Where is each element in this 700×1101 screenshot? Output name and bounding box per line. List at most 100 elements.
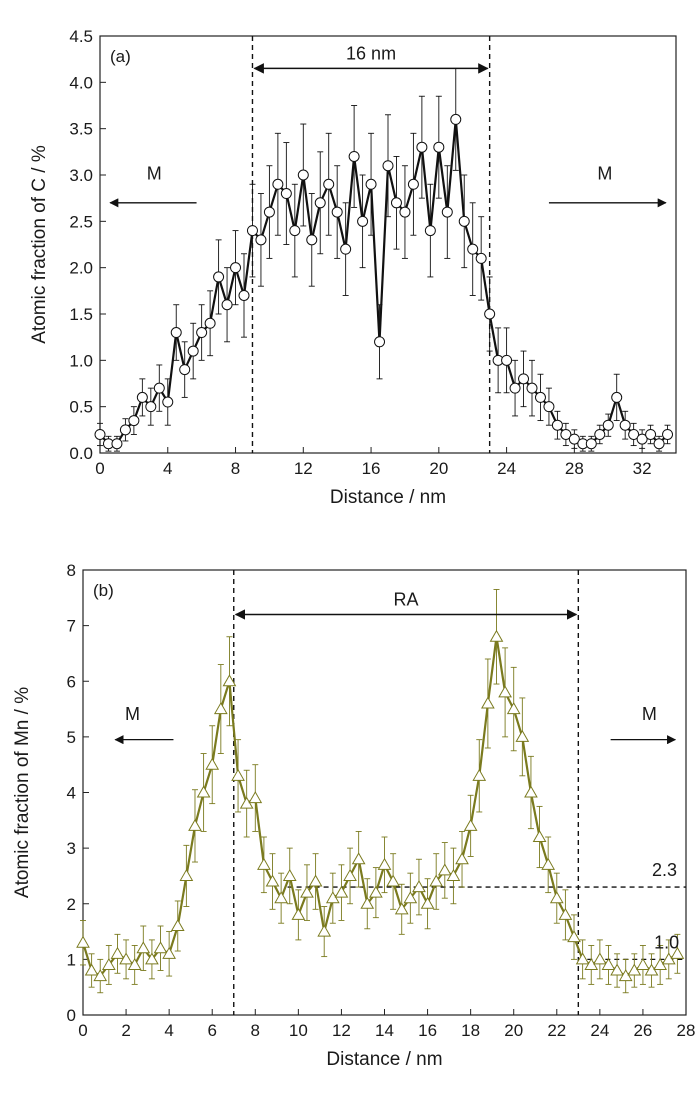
data-point — [162, 946, 177, 959]
plot-frame — [82, 569, 687, 1016]
data-point — [446, 868, 461, 881]
x-tick-label: 32 — [633, 459, 652, 478]
data-point — [334, 885, 349, 898]
data-point — [221, 299, 233, 311]
data-point — [357, 215, 369, 227]
data-point — [433, 141, 445, 153]
plot-frame — [99, 35, 677, 454]
x-tick-label: 4 — [163, 459, 172, 478]
data-point — [374, 336, 386, 348]
data-point — [340, 243, 352, 255]
data-point — [204, 317, 216, 329]
data-point — [645, 428, 657, 440]
data-point — [567, 930, 581, 943]
x-tick-label: 10 — [289, 1021, 308, 1040]
data-point — [101, 957, 116, 970]
data-point — [274, 891, 288, 904]
data-point — [317, 924, 332, 937]
data-point — [213, 271, 225, 283]
data-point — [534, 391, 546, 403]
data-point — [360, 896, 375, 909]
x-tick-label: 22 — [547, 1021, 566, 1040]
y-tick-label: 3.0 — [69, 166, 93, 185]
y-tick-label: 4 — [67, 784, 76, 803]
data-point — [153, 941, 168, 954]
x-tick-label: 20 — [429, 459, 448, 478]
reference-label: 1.0 — [654, 932, 679, 952]
data-point — [263, 206, 275, 218]
series-line — [81, 635, 679, 978]
data-point — [420, 896, 435, 909]
y-tick-label: 0 — [67, 1006, 76, 1025]
x-tick-label: 28 — [677, 1021, 696, 1040]
y-tick-label: 6 — [67, 672, 76, 691]
x-tick-label: 28 — [565, 459, 584, 478]
data-point — [136, 941, 151, 954]
data-point — [231, 768, 245, 781]
data-point — [213, 702, 228, 715]
data-point — [348, 150, 360, 162]
data-point — [282, 868, 297, 881]
data-point — [585, 438, 597, 450]
data-point — [136, 391, 148, 403]
data-point — [399, 206, 411, 218]
data-point — [230, 262, 242, 274]
x-tick-label: 14 — [375, 1021, 394, 1040]
data-point — [179, 868, 194, 881]
x-tick-label: 24 — [497, 459, 516, 478]
data-point — [145, 401, 157, 413]
data-point — [594, 428, 606, 440]
x-tick-label: 12 — [294, 459, 313, 478]
data-point — [455, 852, 469, 865]
x-tick-label: 16 — [418, 1021, 437, 1040]
data-point — [543, 401, 555, 413]
data-point — [272, 178, 284, 190]
data-point — [524, 785, 538, 798]
data-point — [549, 891, 564, 904]
span-label: 16 nm — [346, 43, 396, 63]
y-axis-label: Atomic fraction of Mn / % — [12, 687, 33, 898]
data-point — [323, 178, 335, 190]
matrix-label: M — [642, 704, 657, 724]
data-point — [382, 160, 394, 172]
data-point — [662, 428, 674, 440]
x-axis-label: Distance / nm — [330, 487, 446, 508]
y-tick-label: 5 — [67, 728, 76, 747]
matrix-label: M — [125, 704, 140, 724]
y-tick-label: 4.5 — [69, 27, 93, 46]
data-point — [119, 424, 131, 436]
x-tick-label: 16 — [362, 459, 381, 478]
data-point — [653, 438, 665, 450]
data-point — [575, 952, 590, 965]
y-tick-label: 0.5 — [69, 398, 93, 417]
data-point — [636, 957, 650, 970]
x-axis-label: Distance / nm — [326, 1049, 442, 1070]
y-tick-label: 2.5 — [69, 212, 93, 231]
data-point — [481, 696, 495, 709]
data-point — [246, 225, 258, 237]
x-tick-label: 26 — [633, 1021, 652, 1040]
y-tick-label: 1.5 — [69, 305, 93, 324]
data-point — [153, 382, 165, 394]
matrix-label: M — [597, 164, 612, 184]
data-point — [601, 957, 616, 970]
panel-a: 0 4 8 12 16 20 24 28 32 0.0 0.5 1.0 1.5 2.0 2.5 3.0 3.5 4… — [29, 27, 677, 508]
data-point — [343, 868, 357, 881]
panel-label: (a) — [110, 47, 131, 66]
data-point — [119, 952, 133, 965]
data-point — [111, 438, 123, 450]
x-tick-label: 0 — [78, 1021, 87, 1040]
data-point — [424, 225, 436, 237]
x-tick-label: 24 — [590, 1021, 609, 1040]
y-tick-label: 7 — [67, 617, 76, 636]
y-tick-label: 3 — [67, 839, 76, 858]
data-point — [291, 907, 306, 920]
panel-b: 0 2 4 6 8 10 12 14 16 18 20 22 24 26 28012345678Distan… — [12, 561, 695, 1070]
y-tick-label: 3.5 — [69, 120, 93, 139]
data-point — [170, 918, 185, 931]
data-point — [196, 785, 211, 798]
span-label: RA — [394, 590, 419, 610]
data-point — [170, 327, 182, 339]
data-point — [472, 768, 487, 781]
data-point — [498, 685, 512, 698]
